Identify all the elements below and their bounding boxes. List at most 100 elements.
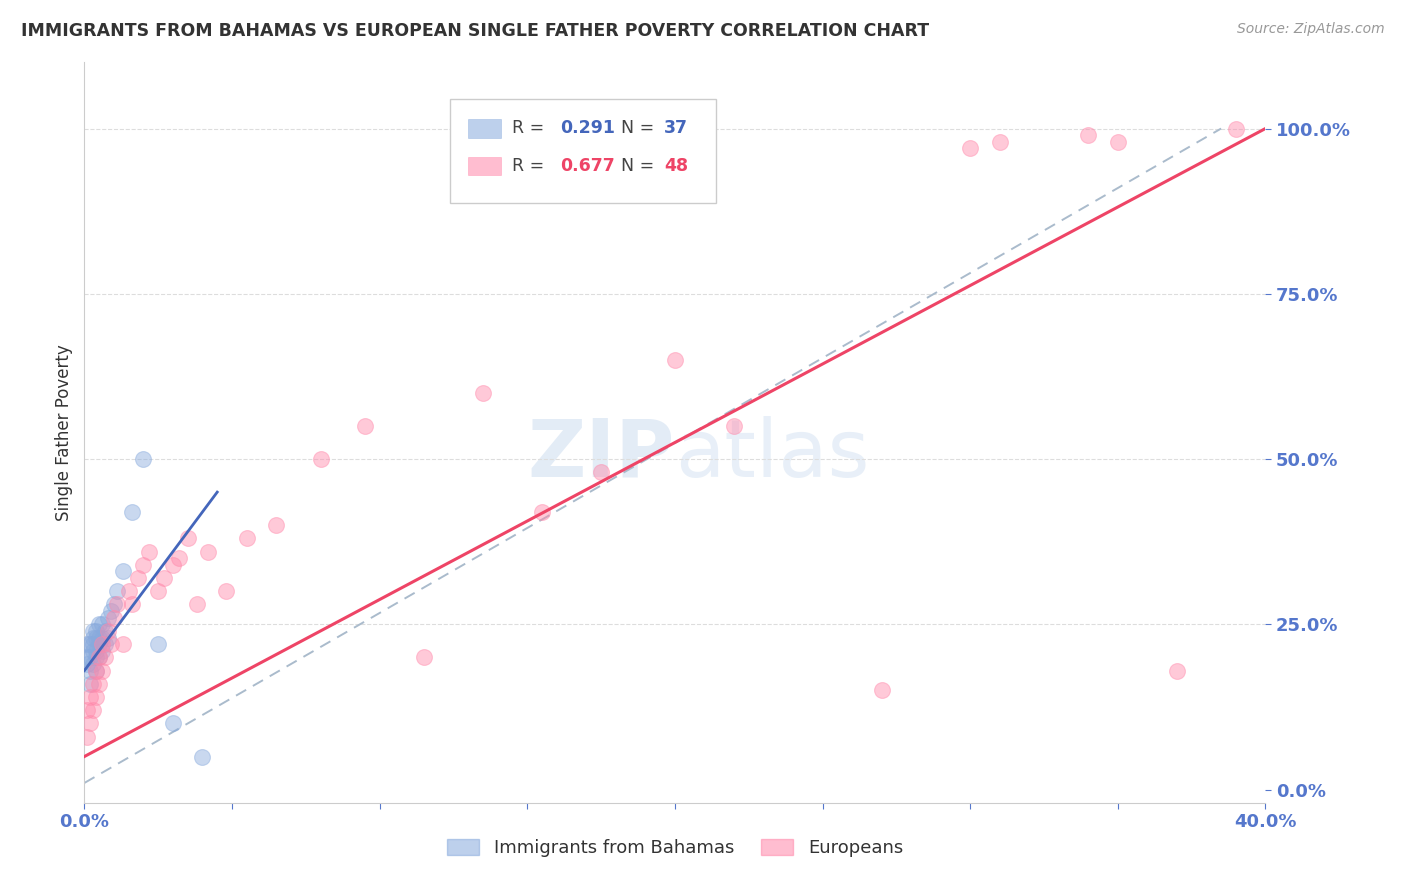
Point [100, 637, 122, 651]
Point [103, 598, 125, 612]
Point [87, 650, 111, 665]
Point [121, 598, 143, 612]
Point [79, 637, 101, 651]
Point [132, 452, 155, 467]
Point [79, 716, 101, 731]
Text: 48: 48 [664, 157, 689, 175]
Point [82, 657, 104, 671]
Point [79, 690, 101, 704]
Point [1166, 664, 1188, 678]
Point [91, 664, 114, 678]
Point [354, 419, 377, 434]
FancyBboxPatch shape [468, 119, 502, 137]
Legend: Immigrants from Bahamas, Europeans: Immigrants from Bahamas, Europeans [439, 831, 911, 864]
Point [103, 611, 125, 625]
Point [1107, 135, 1129, 149]
Point [121, 505, 143, 519]
Point [959, 141, 981, 155]
Text: N =: N = [610, 120, 659, 137]
Point [82, 637, 104, 651]
Text: atlas: atlas [675, 416, 869, 494]
Text: R =: R = [512, 120, 550, 137]
Point [76, 637, 98, 651]
Point [91, 631, 114, 645]
Point [82, 703, 104, 717]
Point [148, 584, 170, 599]
Point [118, 584, 141, 599]
Text: 0.291: 0.291 [561, 120, 616, 137]
FancyBboxPatch shape [468, 157, 502, 176]
Point [84, 631, 107, 645]
Point [105, 598, 128, 612]
Point [162, 558, 184, 572]
Point [191, 749, 214, 764]
Point [127, 571, 149, 585]
Point [266, 518, 288, 533]
Point [162, 716, 184, 731]
Point [79, 664, 101, 678]
Point [138, 544, 160, 558]
Point [87, 677, 111, 691]
Point [82, 624, 104, 638]
Point [413, 650, 436, 665]
Point [186, 598, 208, 612]
Point [91, 637, 114, 651]
Point [87, 650, 111, 665]
Point [215, 584, 238, 599]
Point [87, 617, 111, 632]
Point [87, 631, 111, 645]
Point [132, 558, 155, 572]
Point [84, 690, 107, 704]
Point [97, 624, 120, 638]
Point [167, 551, 190, 566]
Point [97, 631, 120, 645]
Point [97, 611, 120, 625]
Point [84, 664, 107, 678]
Point [1077, 128, 1099, 143]
Point [84, 664, 107, 678]
Point [148, 637, 170, 651]
Point [870, 683, 893, 698]
Point [84, 644, 107, 658]
Point [79, 650, 101, 665]
Point [309, 452, 332, 467]
Point [177, 532, 200, 546]
Point [94, 650, 117, 665]
Point [84, 624, 107, 638]
Point [664, 352, 686, 367]
Point [531, 505, 554, 519]
Point [100, 604, 122, 618]
Text: 37: 37 [664, 120, 689, 137]
Point [76, 703, 98, 717]
Point [236, 532, 259, 546]
Text: 0.677: 0.677 [561, 157, 614, 175]
Point [76, 657, 98, 671]
Point [94, 624, 117, 638]
Text: Source: ZipAtlas.com: Source: ZipAtlas.com [1237, 22, 1385, 37]
Point [91, 617, 114, 632]
Point [153, 571, 176, 585]
Point [87, 637, 111, 651]
Point [76, 730, 98, 744]
Point [76, 650, 98, 665]
Text: IMMIGRANTS FROM BAHAMAS VS EUROPEAN SINGLE FATHER POVERTY CORRELATION CHART: IMMIGRANTS FROM BAHAMAS VS EUROPEAN SING… [21, 22, 929, 40]
Text: R =: R = [512, 157, 550, 175]
Point [105, 584, 128, 599]
Point [723, 419, 745, 434]
Point [111, 637, 134, 651]
Point [82, 677, 104, 691]
Point [82, 644, 104, 658]
Point [472, 386, 495, 401]
Point [79, 677, 101, 691]
Text: N =: N = [610, 157, 659, 175]
Point [988, 135, 1011, 149]
Point [82, 631, 104, 645]
Point [197, 544, 219, 558]
FancyBboxPatch shape [450, 99, 716, 203]
Point [111, 565, 134, 579]
Point [1225, 121, 1247, 136]
Y-axis label: Single Father Poverty: Single Father Poverty [55, 344, 73, 521]
Point [84, 650, 107, 665]
Point [94, 637, 117, 651]
Text: ZIP: ZIP [527, 416, 675, 494]
